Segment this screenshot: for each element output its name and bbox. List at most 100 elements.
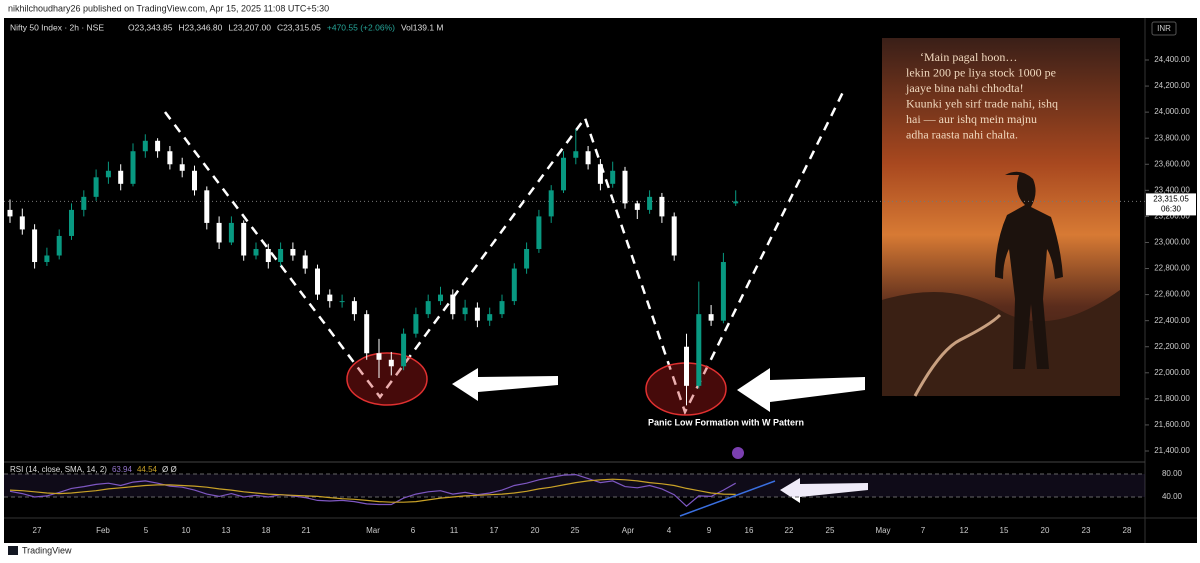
candle-body [192, 170, 197, 191]
y-tick-label: 21,800.00 [1154, 394, 1190, 403]
river [913, 313, 1002, 397]
candle-body [130, 151, 136, 184]
x-tick-label: 13 [222, 526, 231, 535]
low-circle [346, 352, 428, 406]
x-tick-label: Feb [96, 526, 110, 535]
quote-image [882, 38, 1120, 397]
candle-body [438, 294, 443, 302]
candle-body [585, 151, 591, 165]
candle-body [401, 333, 407, 367]
arrow [452, 368, 558, 401]
x-tick-label: Mar [366, 526, 380, 535]
y-tick-label: 22,600.00 [1154, 290, 1190, 299]
candle-body [278, 248, 284, 263]
candle-body [610, 170, 616, 184]
candle-body [216, 222, 222, 243]
candle-body [524, 248, 530, 269]
x-tick-label: 10 [182, 526, 191, 535]
candle-body [179, 164, 185, 171]
x-tick-label: 23 [1082, 526, 1091, 535]
hill [882, 290, 1120, 396]
candle-body [167, 151, 173, 165]
candle-body [265, 248, 271, 263]
candle-body [105, 170, 111, 178]
arrow [737, 368, 865, 412]
candle-body [413, 314, 419, 334]
x-tick-label: 21 [302, 526, 311, 535]
ohlc-value: C23,315.05 [277, 22, 321, 32]
y-tick-label: 23,200.00 [1154, 212, 1190, 221]
y-tick-label: 23,600.00 [1154, 159, 1190, 168]
candle-body [351, 301, 357, 315]
ohlc-value: O23,343.85 [128, 22, 173, 32]
currency: INR [1157, 24, 1171, 33]
candle-body [536, 216, 542, 249]
rsi-line [9, 478, 736, 503]
brand: TradingView [22, 545, 72, 555]
currency-box [1151, 21, 1177, 36]
candle-body [450, 294, 456, 315]
candle-body [290, 248, 296, 256]
y-tick-label: 24,200.00 [1154, 81, 1190, 90]
candle-body [659, 196, 665, 217]
quote-line: ‘Main pagal hoon… [920, 50, 1017, 64]
last-price-box [1146, 193, 1196, 216]
quote-line: jaaye bina nahi chhodta! [905, 81, 1024, 95]
candle-body [376, 353, 382, 360]
candle-body [671, 216, 677, 256]
candle-body [81, 196, 87, 210]
x-tick-label: 17 [490, 526, 499, 535]
candle-body [204, 190, 210, 223]
rsi-tick-label: 40.00 [1162, 492, 1183, 501]
candle-body [93, 177, 99, 197]
candle-body [228, 222, 234, 243]
candle-body [142, 140, 148, 152]
ohlc-value: +470.55 (+2.06%) [327, 22, 395, 32]
rsi-line [9, 473, 736, 508]
candle-body [388, 359, 394, 367]
candle-body [44, 255, 50, 263]
y-tick-label: 23,800.00 [1154, 133, 1190, 142]
candle-body [548, 190, 554, 217]
x-tick-label: 25 [571, 526, 580, 535]
quote-line: adha raasta nahi chalta. [906, 127, 1018, 141]
candle-body [7, 209, 13, 217]
candle-body [327, 294, 333, 302]
candle-body [155, 140, 161, 152]
x-tick-label: 16 [745, 526, 754, 535]
candle-body [364, 314, 370, 354]
x-tick-label: 18 [262, 526, 271, 535]
candle-body [499, 301, 505, 315]
candle-body [32, 229, 38, 263]
chart-title: Nifty 50 Index · 2h · NSE [10, 22, 104, 32]
pattern-note: Panic Low Formation with W Pattern [648, 417, 804, 427]
y-tick-label: 23,000.00 [1154, 238, 1190, 247]
y-tick-label: 24,400.00 [1154, 55, 1190, 64]
y-tick-label: 22,800.00 [1154, 264, 1190, 273]
candle-body [720, 262, 726, 321]
candle-body [573, 151, 579, 158]
x-tick-label: 20 [531, 526, 540, 535]
x-tick-label: 11 [450, 526, 459, 535]
x-tick-label: 25 [826, 526, 835, 535]
trend-line [679, 480, 776, 517]
candle-body [56, 235, 62, 256]
y-tick-label: 22,400.00 [1154, 316, 1190, 325]
price-axis [1146, 20, 1196, 460]
brand-logo [8, 546, 18, 555]
figure [995, 171, 1063, 369]
candle-body [19, 216, 25, 230]
event-icon [732, 447, 744, 459]
x-tick-label: Apr [622, 526, 635, 535]
x-tick-label: 6 [411, 526, 416, 535]
ohlc-value: Vol139.1 M [401, 22, 444, 32]
candle-body [622, 170, 628, 204]
last-price: 23,315.05 [1153, 195, 1189, 204]
x-tick-label: 4 [667, 526, 672, 535]
ohlc-value: H23,346.80 [178, 22, 222, 32]
x-tick-label: 15 [1000, 526, 1009, 535]
x-tick-label: 20 [1041, 526, 1050, 535]
candle-body [647, 196, 653, 210]
